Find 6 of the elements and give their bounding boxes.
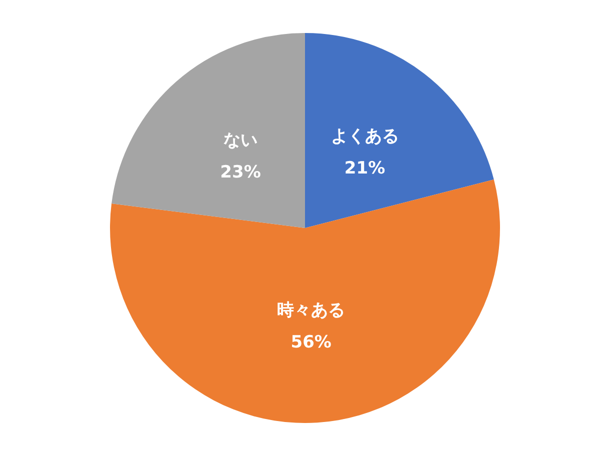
slice-label: ない	[224, 130, 258, 150]
data-label: 23%	[220, 162, 261, 182]
data-label: 21%	[344, 158, 386, 178]
slice-label: よくある	[330, 126, 399, 146]
data-label: 56%	[290, 332, 332, 353]
slice-label: 時々ある	[277, 300, 346, 321]
